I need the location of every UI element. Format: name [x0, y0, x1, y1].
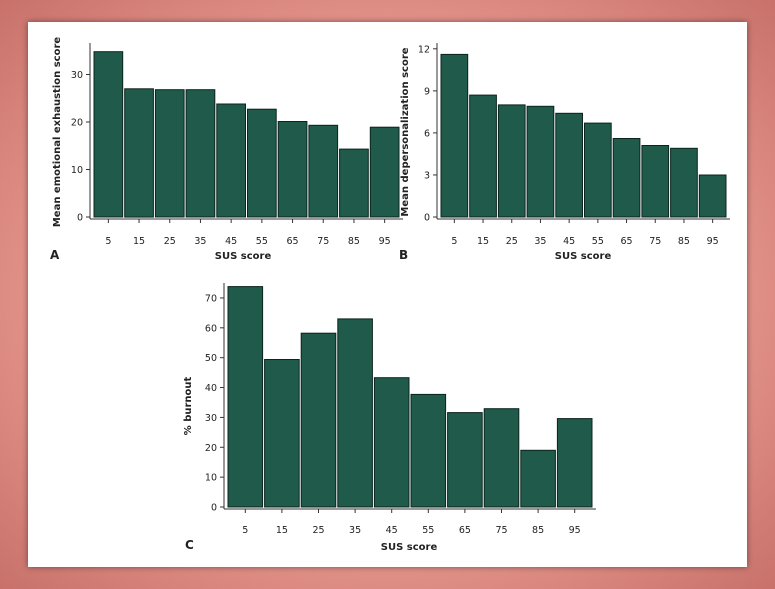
y-tick-label: 70 [205, 293, 217, 304]
bar-c-15 [264, 359, 300, 508]
bar-b-55 [584, 122, 612, 218]
panel-letter: B [399, 248, 408, 262]
bar-b-75 [641, 145, 670, 218]
x-tick-label: 65 [287, 236, 299, 247]
bar-a-65 [277, 121, 308, 218]
y-tick-label: 60 [205, 323, 217, 334]
y-tick-label: 10 [205, 473, 217, 484]
bar-c-95 [556, 418, 593, 508]
bar-a-75 [308, 124, 339, 218]
bar-a-5 [93, 51, 124, 218]
x-tick-label: 25 [164, 236, 176, 247]
x-tick-label: 55 [256, 236, 268, 247]
y-tick-label: 30 [205, 413, 217, 424]
chart-c: 0 10 20 30 40 50 60 70 5 15 25 35 45 55 65 75 85 95 SUS sc… [183, 283, 596, 553]
bar-b-25 [497, 104, 526, 218]
x-tick-label: 25 [506, 236, 518, 247]
bar-c-45 [373, 377, 410, 508]
y-tick-label: 20 [205, 443, 217, 454]
bar-a-45 [216, 103, 247, 218]
bar-a-85 [339, 148, 369, 218]
x-tick-label: 45 [563, 236, 575, 247]
x-tick-label: 25 [312, 525, 324, 536]
y-tick-label: 20 [71, 118, 83, 129]
x-tick-label: 35 [194, 236, 206, 247]
x-tick-label: 45 [225, 236, 237, 247]
bar-b-85 [670, 147, 698, 218]
x-tick-label: 85 [678, 236, 690, 247]
chart-b: 0 3 6 9 12 5 15 25 35 45 55 65 75 85 95 SUS score Mean d… [399, 43, 730, 262]
y-tick-label: 30 [71, 70, 83, 81]
bar-b-35 [526, 105, 555, 218]
x-tick-label: 55 [592, 236, 604, 247]
y-axis-title: Mean depersonalization score [400, 47, 411, 216]
bar-b-45 [555, 112, 583, 218]
x-tick-label: 15 [276, 525, 288, 536]
bar-c-85 [520, 449, 556, 508]
bar-c-65 [447, 412, 483, 508]
x-axis-title: SUS score [215, 251, 272, 262]
x-tick-label: 15 [133, 236, 145, 247]
x-tick-label: 95 [379, 236, 391, 247]
bar-b-5 [440, 53, 469, 218]
bar-a-25 [154, 89, 185, 218]
figure-panel: 0 10 20 30 5 15 25 35 45 55 65 75 85 95 SUS score Mean … [28, 22, 747, 567]
bar-a-95 [369, 126, 400, 218]
x-tick-label: 45 [386, 525, 398, 536]
x-tick-label: 35 [534, 236, 546, 247]
y-tick-label: 50 [205, 353, 217, 364]
x-tick-label: 95 [707, 236, 719, 247]
x-tick-label: 85 [532, 525, 544, 536]
bar-b-95 [698, 174, 727, 218]
x-axis-title: SUS score [381, 542, 438, 553]
x-tick-label: 75 [495, 525, 507, 536]
bar-b-15 [469, 94, 497, 218]
bar-a-55 [247, 108, 277, 218]
y-tick-label: 0 [77, 213, 83, 224]
bar-b-65 [612, 138, 641, 218]
y-tick-label: 12 [418, 44, 430, 55]
y-tick-label: 3 [424, 170, 430, 181]
x-tick-label: 75 [649, 236, 661, 247]
bar-c-5 [227, 286, 264, 508]
x-tick-label: 35 [349, 525, 361, 536]
x-tick-label: 65 [621, 236, 633, 247]
x-tick-label: 85 [348, 236, 360, 247]
panel-letter: A [50, 248, 60, 262]
x-tick-label: 5 [105, 236, 111, 247]
x-tick-label: 15 [477, 236, 489, 247]
bar-c-75 [483, 408, 520, 508]
y-axis-title: % burnout [183, 376, 194, 435]
x-tick-label: 65 [459, 525, 471, 536]
x-tick-label: 75 [317, 236, 329, 247]
y-tick-label: 40 [205, 383, 217, 394]
y-tick-label: 0 [211, 503, 217, 514]
bar-c-55 [410, 393, 447, 508]
y-tick-label: 9 [424, 86, 430, 97]
y-tick-label: 0 [424, 213, 430, 224]
bar-c-25 [300, 332, 337, 508]
x-tick-label: 5 [451, 236, 457, 247]
bar-a-35 [185, 89, 216, 218]
x-tick-label: 55 [422, 525, 434, 536]
x-tick-label: 95 [569, 525, 581, 536]
bar-a-15 [124, 88, 154, 218]
x-tick-label: 5 [242, 525, 248, 536]
x-axis-title: SUS score [555, 251, 612, 262]
chart-a: 0 10 20 30 5 15 25 35 45 55 65 75 85 95 SUS score Mean … [50, 37, 403, 262]
panel-letter: C [185, 538, 194, 552]
bar-c-35 [337, 318, 373, 508]
y-axis-title: Mean emotional exhaustion score [52, 37, 63, 228]
y-tick-label: 10 [71, 165, 83, 176]
y-tick-label: 6 [424, 128, 430, 139]
